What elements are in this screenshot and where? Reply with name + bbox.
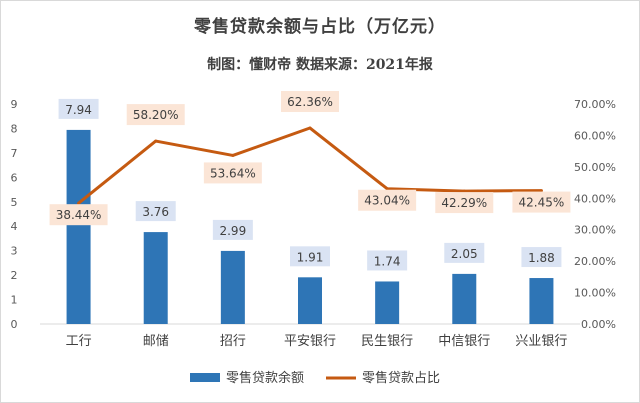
line-data-label: 53.64% <box>210 166 256 180</box>
left-tick-label: 1 <box>11 294 18 307</box>
right-tick-label: 10.00% <box>574 287 616 300</box>
line-point <box>154 139 158 143</box>
bar-data-label: 2.99 <box>219 224 246 238</box>
right-tick-label: 50.00% <box>574 161 616 174</box>
bar-data-label: 7.94 <box>65 103 92 117</box>
bar-data-label: 2.05 <box>451 247 478 261</box>
left-tick-label: 9 <box>11 98 18 111</box>
left-tick-label: 3 <box>11 245 18 258</box>
line-point <box>385 187 389 191</box>
bar-label-box <box>367 250 408 271</box>
category-label: 工行 <box>66 334 92 349</box>
line-label-box <box>126 104 185 126</box>
bar-data-labels: 7.94 3.76 2.99 1.91 1.74 2.05 1.88 <box>58 98 562 271</box>
line-point <box>231 153 235 157</box>
bar <box>452 273 477 324</box>
category-label: 中信银行 <box>438 334 490 349</box>
left-tick-label: 0 <box>11 318 18 331</box>
category-labels: 工行 邮储 招行 平安银行 民生银行 中信银行 兴业银行 <box>66 334 568 349</box>
category-label: 平安银行 <box>284 334 336 349</box>
bar-series <box>66 129 554 324</box>
line-label-box <box>281 91 339 113</box>
left-tick-label: 8 <box>11 122 18 135</box>
line-label-box <box>512 191 571 213</box>
left-tick-label: 5 <box>11 196 18 209</box>
bar-data-label: 1.91 <box>297 250 324 264</box>
category-label: 民生银行 <box>361 334 413 349</box>
right-axis: 0.00% 10.00% 20.00% 30.00% 40.00% 50.00% 60.00… <box>574 98 616 331</box>
legend-line-label: 零售贷款占比 <box>362 370 440 386</box>
left-tick-label: 7 <box>11 147 18 160</box>
category-label: 招行 <box>220 334 246 349</box>
bar <box>143 232 168 324</box>
bar <box>298 277 322 324</box>
line-data-label: 42.45% <box>519 196 565 210</box>
bar-label-box <box>290 246 330 267</box>
category-label: 邮储 <box>143 334 169 349</box>
line-point <box>539 189 543 193</box>
left-tick-label: 6 <box>11 171 18 184</box>
legend-bar-label: 零售贷款余额 <box>226 370 304 386</box>
bar-data-label: 1.74 <box>374 254 401 268</box>
chart-title: 零售贷款余额与占比（万亿元） <box>194 17 446 37</box>
line-series <box>77 126 543 205</box>
bar-label-box <box>135 201 176 222</box>
bar-label-box <box>58 98 99 119</box>
bar <box>66 129 91 324</box>
right-tick-label: 60.00% <box>574 129 616 142</box>
line-data-label: 62.36% <box>287 95 333 109</box>
bar <box>529 278 554 324</box>
line-data-label: 43.04% <box>364 194 410 208</box>
left-tick-label: 4 <box>11 220 18 233</box>
line-point <box>462 189 466 193</box>
left-tick-label: 2 <box>11 269 18 282</box>
bar-label-box <box>444 242 485 263</box>
bar <box>220 250 245 324</box>
line-label-box <box>203 162 262 184</box>
line-label-box <box>49 204 108 226</box>
line-data-label: 38.44% <box>56 208 102 222</box>
line-data-label: 58.20% <box>133 108 179 122</box>
line-data-labels: 38.44% 58.20% 53.64% 62.36% 43.04% 42.29% 42.4… <box>49 91 571 226</box>
bar-data-label: 3.76 <box>142 205 169 219</box>
right-tick-label: 0.00% <box>581 318 616 331</box>
line-label-box <box>358 189 417 211</box>
line-label-box <box>435 192 494 214</box>
bar-label-box <box>212 219 253 240</box>
line-path <box>77 126 542 205</box>
chart-subtitle: 制图：懂财帝 数据来源：2021年报 <box>207 57 433 73</box>
category-label: 兴业银行 <box>515 334 567 349</box>
line-data-label: 42.29% <box>441 196 487 210</box>
bar-label-box <box>521 247 562 268</box>
right-tick-label: 20.00% <box>574 255 616 268</box>
bar-data-label: 1.88 <box>528 251 555 265</box>
left-axis: 0 1 2 3 4 5 6 7 8 9 <box>11 98 18 331</box>
right-tick-label: 30.00% <box>574 224 616 237</box>
legend: 零售贷款余额 零售贷款占比 <box>190 370 440 386</box>
right-tick-label: 40.00% <box>574 192 616 205</box>
bar <box>375 281 400 324</box>
line-point <box>308 126 312 130</box>
line-point <box>77 201 81 205</box>
right-tick-label: 70.00% <box>574 98 616 111</box>
legend-bar-swatch <box>190 373 220 382</box>
